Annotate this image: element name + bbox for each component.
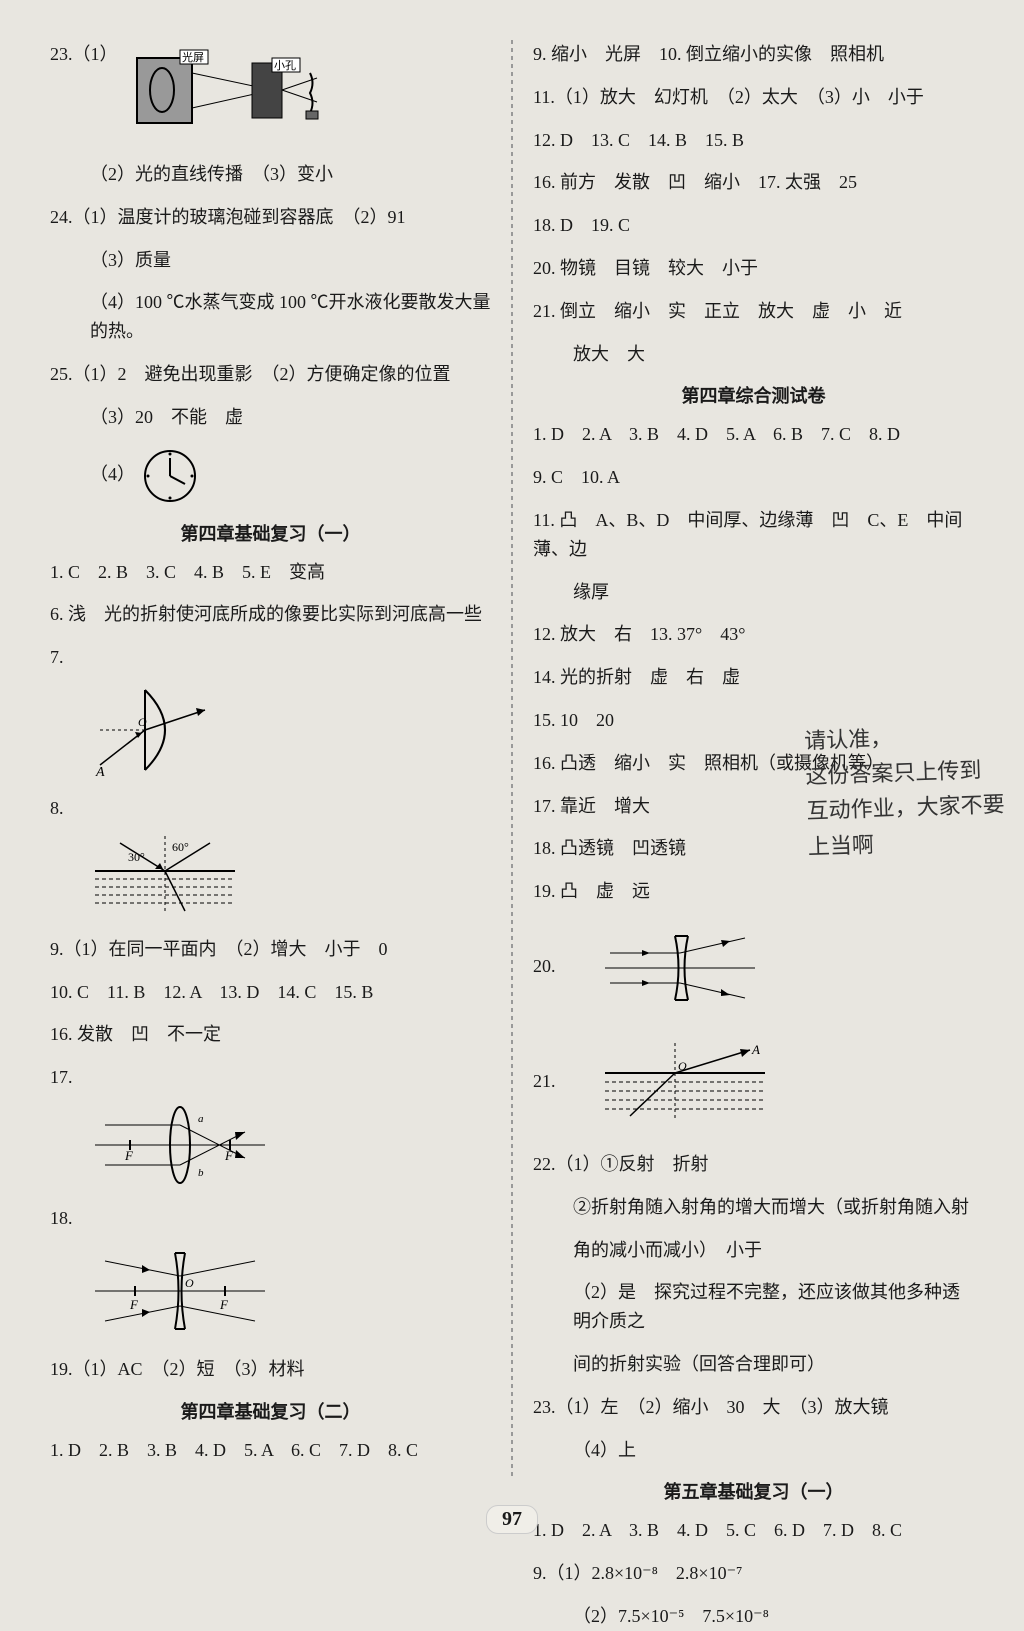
q24-3: （3）质量 <box>50 246 491 275</box>
q24-4: （4）100 ℃水蒸气变成 100 ℃开水液化要散发大量的热。 <box>50 288 491 346</box>
t22-3: （2）是 探究过程不完整，还应该做其他多种透明介质之 <box>533 1278 974 1336</box>
column-divider <box>511 40 513 1480</box>
line-10-15: 10. C 11. B 12. A 13. D 14. C 15. B <box>50 978 491 1007</box>
q8-label: 8. <box>50 798 64 818</box>
F-left: F <box>124 1148 134 1163</box>
svg-text:O: O <box>185 1276 194 1290</box>
r9: 9. 缩小 光屏 10. 倒立缩小的实像 照相机 <box>533 40 974 69</box>
point-A: A <box>751 1042 760 1057</box>
t14: 14. 光的折射 虚 右 虚 <box>533 663 974 692</box>
hw-l3: 互动作业，大家不要 <box>806 787 1005 829</box>
t22-1: 22.（1）①反射 折射 <box>533 1150 974 1179</box>
right-column: 9. 缩小 光屏 10. 倒立缩小的实像 照相机 11.（1）放大 幻灯机 （2… <box>533 40 974 1480</box>
t23: 23.（1）左 （2）缩小 30 大 （3）放大镜 <box>533 1393 974 1422</box>
t20-label: 20. <box>533 956 556 976</box>
line-7: 7. O A <box>50 643 491 780</box>
page-number: 97 <box>486 1505 538 1534</box>
q25-1: 25.（1）2 避免出现重影 （2）方便确定像的位置 <box>50 360 491 389</box>
line-9: 9.（1）在同一平面内 （2）增大 小于 0 <box>50 935 491 964</box>
q7-label: 7. <box>50 647 64 667</box>
q23-2: （2）光的直线传播 （3）变小 <box>50 160 491 189</box>
line-18: 18. F F O <box>50 1204 491 1341</box>
handwritten-note: 请认准， 这份答案只上传到 互动作业，大家不要 上当啊 <box>804 717 1007 865</box>
mirror-reflection-diagram: O A <box>90 680 220 780</box>
r20: 20. 物镜 目镜 较大 小于 <box>533 254 974 283</box>
concave-lens-rays <box>600 928 760 1008</box>
q23-label: 23.（1） <box>50 44 118 64</box>
f9-1: 9.（1）2.8×10⁻⁸ 2.8×10⁻⁷ <box>533 1559 974 1588</box>
q23-1: 23.（1） 光屏 小孔 <box>50 40 491 146</box>
refraction-water-diagram: O A <box>600 1038 770 1128</box>
heading-ch4-review1: 第四章基础复习（一） <box>50 520 491 546</box>
r18: 18. D 19. C <box>533 211 974 240</box>
t1: 1. D 2. A 3. B 4. D 5. A 6. B 7. C 8. D <box>533 420 974 449</box>
line-17: 17. F F a b <box>50 1063 491 1190</box>
concave-lens-diagram: F F O <box>90 1241 270 1341</box>
pinhole-label: 小孔 <box>274 59 296 72</box>
heading-ch5-review1: 第五章基础复习（一） <box>533 1478 974 1504</box>
t11b: 缘厚 <box>533 578 974 607</box>
line-19: 19.（1）AC （2）短 （3）材料 <box>50 1355 491 1384</box>
pinhole-diagram: 光屏 小孔 <box>132 48 332 138</box>
t21-label: 21. <box>533 1071 556 1091</box>
hw-l4: 上当啊 <box>807 822 1006 864</box>
line-8: 8. 30° 60° <box>50 794 491 921</box>
q25-3: （3）20 不能 虚 <box>50 403 491 432</box>
refraction-angle-diagram: 30° 60° <box>90 831 240 921</box>
line-6: 6. 浅 光的折射使河底所成的像要比实际到河底高一些 <box>50 600 491 629</box>
angle-30: 30° <box>128 850 145 864</box>
r21: 21. 倒立 缩小 实 正立 放大 虚 小 近 <box>533 297 974 326</box>
svg-text:O: O <box>138 715 147 729</box>
r11: 11.（1）放大 幻灯机 （2）太大 （3）小 小于 <box>533 83 974 112</box>
r12: 12. D 13. C 14. B 15. B <box>533 126 974 155</box>
left-column: 23.（1） 光屏 小孔 （2）光的直线传播 （3）变小 24.（1）温度计的玻… <box>50 40 491 1480</box>
heading-ch4-review2: 第四章基础复习（二） <box>50 1398 491 1424</box>
screen-label: 光屏 <box>182 50 204 64</box>
F-left-18: F <box>129 1297 139 1312</box>
t9: 9. C 10. A <box>533 463 974 492</box>
q17-label: 17. <box>50 1067 73 1087</box>
svg-text:a: a <box>198 1113 204 1125</box>
t11: 11. 凸 A、B、D 中间厚、边缘薄 凹 C、E 中间薄、边 <box>533 506 974 564</box>
t12: 12. 放大 右 13. 37° 43° <box>533 620 974 649</box>
r21b: 放大 大 <box>533 340 974 369</box>
t21: 21. O A <box>533 1030 974 1136</box>
line-1-5: 1. C 2. B 3. C 4. B 5. E 变高 <box>50 558 491 587</box>
f1: 1. D 2. A 3. B 4. D 5. C 6. D 7. D 8. C <box>533 1516 974 1545</box>
q25-4: （4） <box>50 446 491 506</box>
heading-ch4-test: 第四章综合测试卷 <box>533 382 974 408</box>
F-right-18: F <box>219 1297 229 1312</box>
two-column-layout: 23.（1） 光屏 小孔 （2）光的直线传播 （3）变小 24.（1）温度计的玻… <box>50 40 974 1480</box>
t22-3b: 间的折射实验（回答合理即可） <box>533 1350 974 1379</box>
t20: 20. <box>533 920 974 1016</box>
r16: 16. 前方 发散 凹 缩小 17. 太强 25 <box>533 168 974 197</box>
line-16: 16. 发散 凹 不一定 <box>50 1020 491 1049</box>
convex-lens-diagram: F F a b <box>90 1100 270 1190</box>
q25-4-label: （4） <box>90 464 135 484</box>
angle-60: 60° <box>172 840 189 854</box>
svg-text:b: b <box>198 1167 204 1179</box>
f9-2: （2）7.5×10⁻⁵ 7.5×10⁻⁸ <box>533 1602 974 1631</box>
t22-2b: 角的减小而减小） 小于 <box>533 1236 974 1265</box>
q18-label: 18. <box>50 1208 73 1228</box>
t23b: （4）上 <box>533 1436 974 1465</box>
line-bottom: 1. D 2. B 3. B 4. D 5. A 6. C 7. D 8. C <box>50 1436 491 1465</box>
t19: 19. 凸 虚 远 <box>533 877 974 906</box>
t22-2: ②折射角随入射角的增大而增大（或折射角随入射 <box>533 1193 974 1222</box>
q24-1: 24.（1）温度计的玻璃泡碰到容器底 （2）91 <box>50 203 491 232</box>
svg-text:A: A <box>95 765 105 780</box>
clock-diagram <box>140 446 200 506</box>
